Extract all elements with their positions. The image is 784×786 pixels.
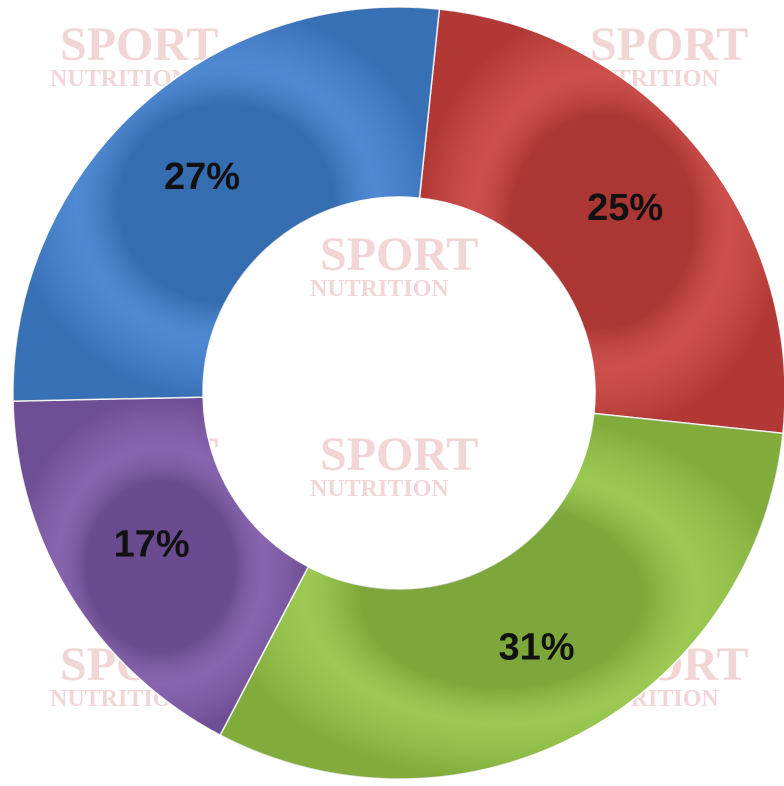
- watermark-brand: SPORT: [590, 18, 748, 71]
- slice: [219, 412, 784, 780]
- watermark-brand: SPORT: [320, 428, 478, 481]
- watermark-brand: SPORT: [320, 228, 478, 281]
- data-label: 17%: [114, 523, 190, 565]
- slices: [12, 6, 784, 780]
- watermark-tagline: NUTRITION: [310, 276, 449, 302]
- watermark-brand: SPORT: [60, 18, 218, 71]
- data-label: 31%: [498, 626, 574, 668]
- data-label: 25%: [587, 187, 663, 229]
- watermark-tagline: NUTRITION: [310, 476, 449, 502]
- labels: 25% 31% 17% 27%: [114, 156, 664, 669]
- data-label: 27%: [164, 156, 240, 198]
